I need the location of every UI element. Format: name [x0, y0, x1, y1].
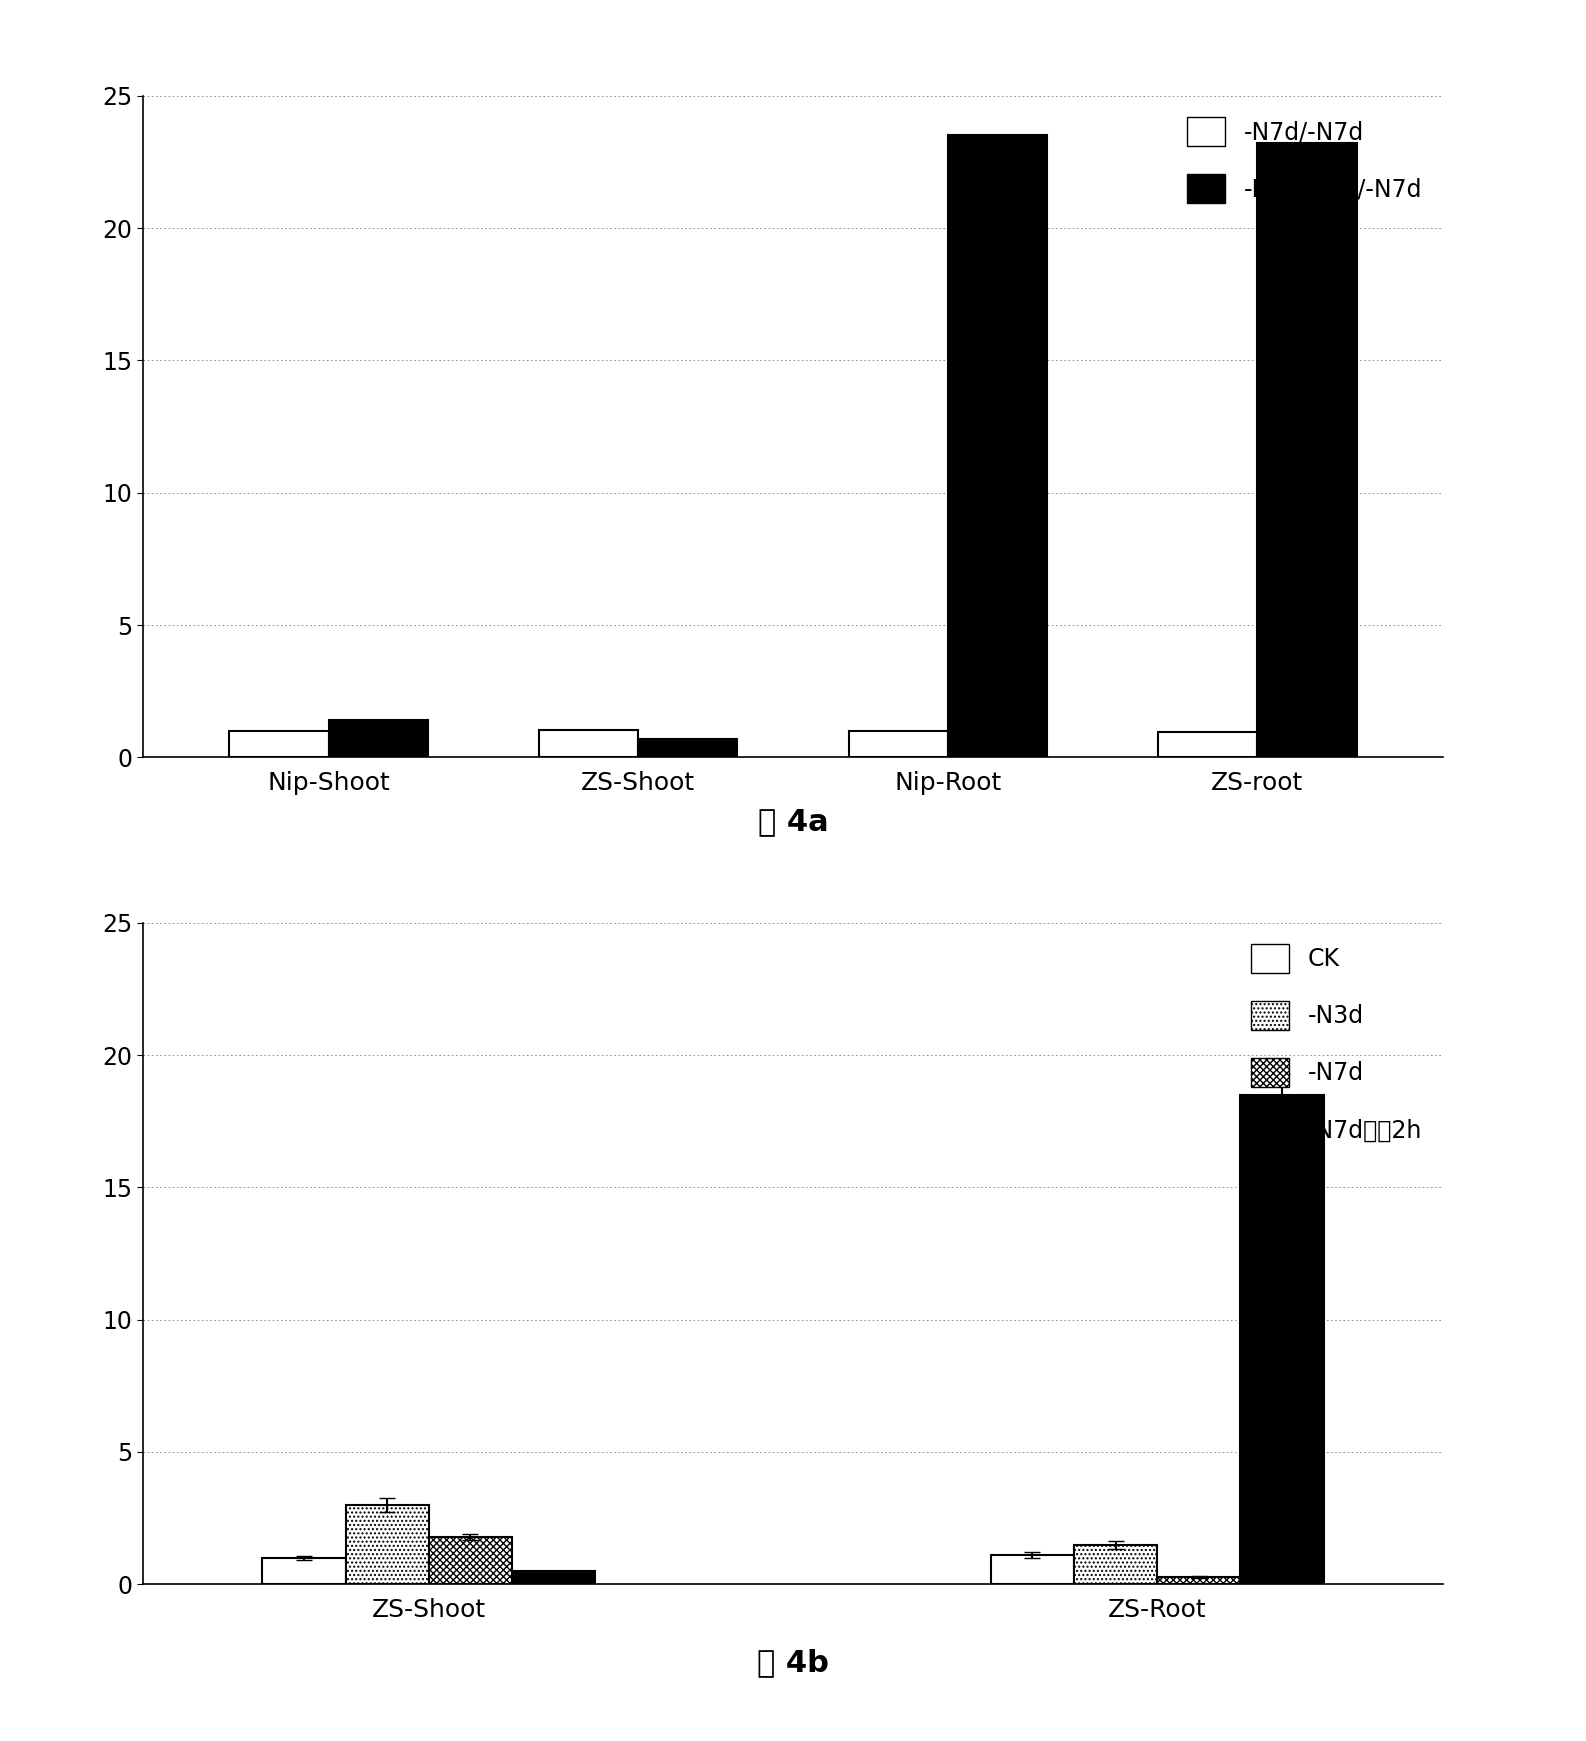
Bar: [638, 738, 737, 757]
Text: 图 4b: 图 4b: [757, 1649, 829, 1677]
Bar: [1074, 1544, 1158, 1584]
Bar: [1258, 143, 1356, 757]
Bar: [512, 1570, 595, 1584]
Bar: [230, 731, 328, 757]
Bar: [991, 1555, 1074, 1584]
Legend: CK, -N3d, -N7d, -N7d恢复2h: CK, -N3d, -N7d, -N7d恢复2h: [1242, 935, 1432, 1154]
Bar: [948, 136, 1047, 757]
Bar: [539, 729, 638, 757]
Bar: [428, 1537, 512, 1584]
Bar: [262, 1558, 346, 1584]
Legend: -N7d/-N7d, -N7d恢复2h/-N7d: -N7d/-N7d, -N7d恢复2h/-N7d: [1177, 108, 1432, 212]
Text: 图 4a: 图 4a: [758, 808, 828, 836]
Bar: [346, 1504, 428, 1584]
Bar: [1158, 1577, 1240, 1584]
Bar: [849, 731, 948, 757]
Bar: [1240, 1095, 1324, 1584]
Bar: [328, 721, 428, 757]
Bar: [1158, 733, 1258, 757]
